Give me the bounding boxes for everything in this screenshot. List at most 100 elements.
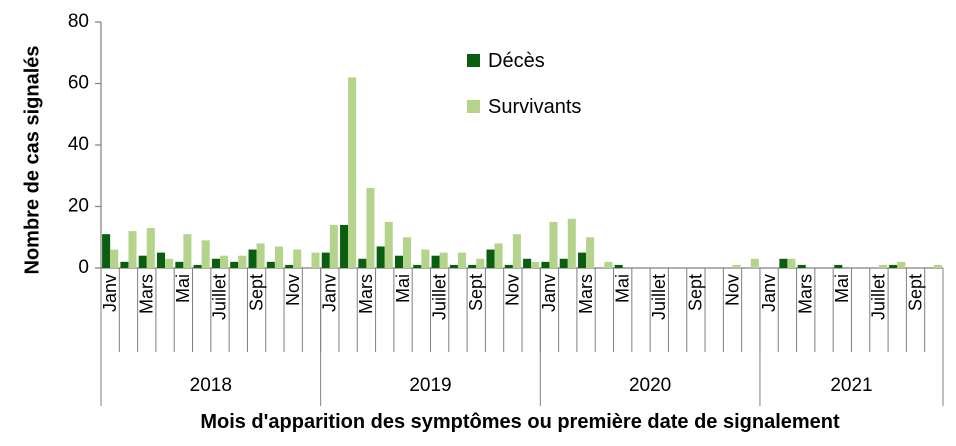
y-tick-label: 20	[68, 196, 89, 217]
y-axis-label: Nombre de cas signalés	[21, 46, 43, 275]
bar-survivants	[933, 264, 942, 268]
bar-deces	[779, 258, 788, 268]
bar-deces	[541, 261, 550, 268]
bar-survivants	[787, 258, 796, 268]
bar-survivants	[476, 258, 485, 268]
bar-deces	[797, 264, 806, 268]
legend-label-survivants: Survivants	[488, 96, 581, 118]
month-label: Mars	[795, 274, 815, 314]
bar-survivants	[586, 237, 595, 268]
bar-deces	[449, 264, 458, 268]
bar-survivants	[183, 234, 192, 268]
month-label: Janv	[759, 274, 779, 312]
month-label: Nov	[722, 274, 742, 306]
bar-survivants	[238, 255, 247, 268]
bar-deces	[413, 264, 422, 268]
bar-survivants	[494, 243, 503, 268]
y-tick-label: 0	[78, 257, 89, 278]
year-label: 2019	[409, 375, 451, 396]
month-label: Juillet	[429, 274, 449, 320]
bar-survivants	[457, 252, 466, 268]
bar-deces	[248, 249, 257, 268]
year-label: 2020	[629, 375, 671, 396]
bar-deces	[266, 261, 275, 268]
bar-survivants	[256, 243, 265, 268]
month-label: Sept	[246, 274, 266, 311]
bar-survivants	[311, 252, 320, 268]
bar-survivants	[201, 240, 210, 268]
legend-label-deces: Décès	[488, 50, 545, 72]
month-label: Janv	[539, 274, 559, 312]
year-label: 2021	[830, 375, 872, 396]
bar-survivants	[439, 252, 448, 268]
bar-survivants	[897, 261, 906, 268]
bar-deces	[376, 246, 385, 268]
bar-deces	[486, 249, 495, 268]
bar-survivants	[567, 218, 576, 268]
month-label: Mars	[576, 274, 596, 314]
month-label: Mars	[356, 274, 376, 314]
month-label: Janv	[100, 274, 120, 312]
bar-deces	[614, 264, 623, 268]
bar-survivants	[732, 264, 741, 268]
month-label: Mai	[832, 274, 852, 303]
bar-survivants	[146, 228, 155, 268]
month-label: Sept	[466, 274, 486, 311]
legend: Décès Survivants	[467, 50, 581, 118]
bar-survivants	[384, 221, 393, 268]
bar-deces	[230, 261, 239, 268]
bar-survivants	[403, 237, 412, 268]
x-axis-label: Mois d'apparition des symptômes ou premi…	[200, 411, 840, 433]
bar-survivants	[549, 221, 558, 268]
bar-survivants	[274, 246, 283, 268]
bar-deces	[211, 258, 220, 268]
y-tick-label: 80	[68, 11, 89, 32]
month-label: Janv	[320, 274, 340, 312]
bar-survivants	[165, 258, 174, 268]
bar-survivants	[366, 188, 375, 268]
bar-deces	[431, 255, 440, 268]
month-label: Juillet	[210, 274, 230, 320]
legend-swatch-deces	[467, 54, 480, 67]
bar-survivants	[750, 258, 759, 268]
bar-deces	[889, 264, 898, 268]
bar-survivants	[329, 224, 338, 268]
bar-deces	[193, 264, 202, 268]
bar-deces	[523, 258, 532, 268]
bar-survivants	[110, 249, 119, 268]
bar-deces	[468, 264, 477, 268]
month-label: Sept	[905, 274, 925, 311]
month-label: Mai	[393, 274, 413, 303]
bar-deces	[120, 261, 129, 268]
bar-deces	[157, 252, 166, 268]
month-label: Juillet	[869, 274, 889, 320]
bar-survivants	[219, 255, 229, 268]
bar-survivants	[348, 77, 357, 268]
month-label: Mai	[173, 274, 193, 303]
y-tick-label: 40	[68, 134, 89, 155]
month-label: Nov	[283, 274, 303, 306]
bar-survivants	[128, 231, 137, 268]
month-label: Mai	[612, 274, 632, 303]
month-label: Mars	[137, 274, 157, 314]
bar-deces	[358, 258, 367, 268]
bar-deces	[285, 264, 294, 268]
bar-survivants	[531, 261, 540, 268]
y-tick-label: 60	[68, 73, 89, 94]
bar-deces	[834, 264, 843, 268]
bar-survivants	[512, 234, 521, 268]
bar-deces	[321, 252, 330, 268]
bar-deces	[504, 264, 513, 268]
bar-survivants	[421, 249, 430, 268]
bar-deces	[578, 252, 587, 268]
bar-deces	[138, 255, 147, 268]
year-label: 2018	[190, 375, 232, 396]
bar-deces	[559, 258, 568, 268]
bar-survivants	[293, 249, 302, 268]
month-label: Sept	[686, 274, 706, 311]
bar-deces	[175, 261, 184, 268]
bar-survivants	[604, 261, 613, 268]
month-label: Juillet	[649, 274, 669, 320]
legend-swatch-survivants	[467, 100, 480, 113]
bar-deces	[394, 255, 404, 268]
